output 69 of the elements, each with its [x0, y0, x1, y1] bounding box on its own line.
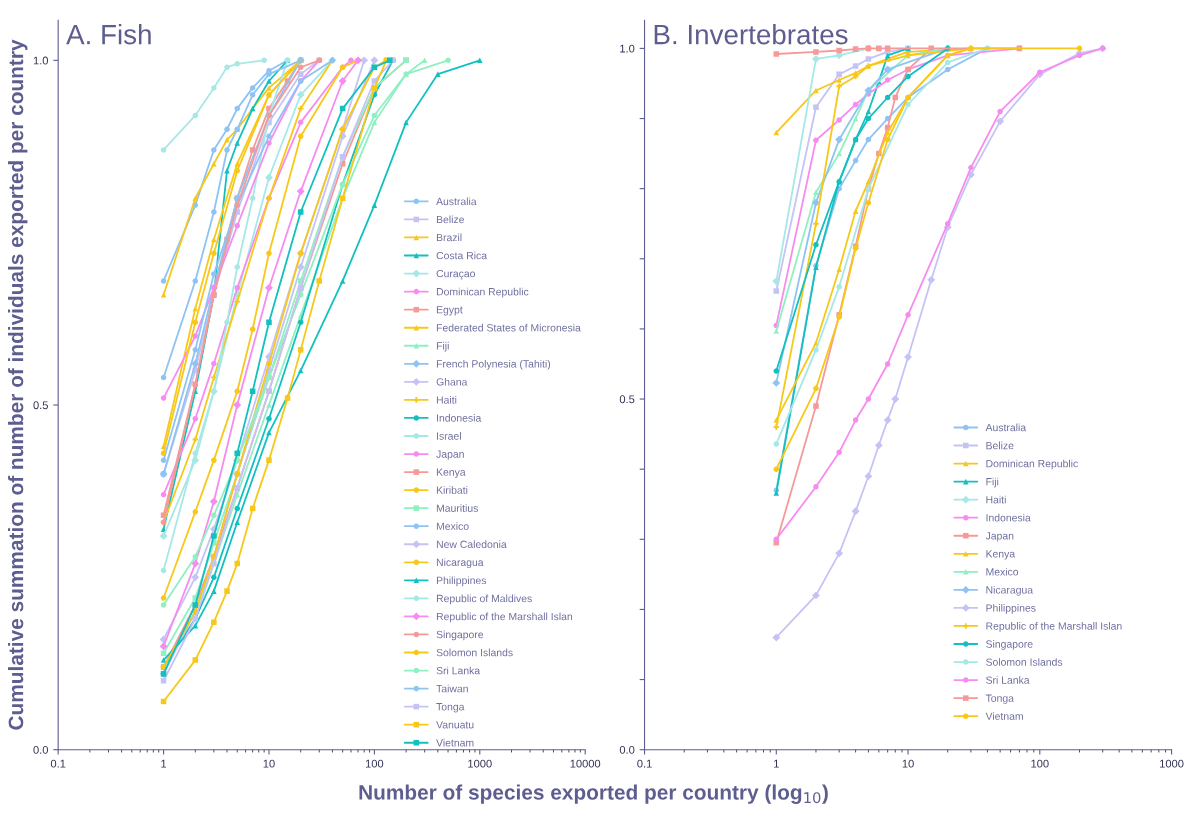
legend-label: Kenya [986, 550, 1016, 560]
y-tick-label: 0.5 [619, 395, 635, 404]
legend-label: Mexico [436, 522, 469, 530]
x-tick-label: 1 [161, 759, 167, 768]
legend-label: Nicaragua [986, 585, 1034, 596]
legend-label: Belize [436, 215, 464, 224]
x-tick-label: 100 [1031, 759, 1049, 768]
legend-label: Nicaragua [436, 558, 484, 569]
legend-label: Dominican Republic [986, 459, 1078, 470]
legend-label: Vanuatu [436, 721, 474, 729]
legend-label: Tonga [436, 703, 465, 713]
legend-label: Haiti [986, 495, 1006, 504]
legend-label: Singapore [986, 640, 1033, 650]
legend-label: Kiribati [436, 486, 468, 494]
legend-label: Japan [985, 532, 1014, 542]
x-tick-label: 1000 [468, 759, 492, 768]
legend-label: Republic of Maldives [436, 594, 532, 605]
legend-label: Dominican Republic [436, 287, 529, 298]
x-tick-label: 1 [774, 759, 779, 768]
legend-label: Republic of the Marshall Islan [436, 612, 573, 623]
legend-label: Republic of the Marshall Islan [986, 622, 1122, 632]
chart-title: B. Invertebrates [654, 24, 848, 45]
x-tick-label: 10 [263, 759, 275, 768]
y-axis-title: Cumulative summation of number of individuals exported per country [8, 39, 28, 730]
x-tick-label: 0.1 [50, 759, 66, 768]
y-tick-label: 0.0 [33, 745, 49, 754]
legend-label: Fiji [986, 477, 999, 488]
legend-label: Indonesia [986, 513, 1031, 522]
chart-title: A. Fish [66, 24, 151, 45]
x-tick-label: 1000 [1160, 759, 1184, 768]
legend-label: Costa Rica [436, 251, 488, 260]
legend-label: Indonesia [437, 414, 482, 422]
legend-label: Egypt [436, 306, 463, 316]
legend-label: Singapore [436, 630, 484, 641]
legend-label: Solomon Islands [436, 648, 513, 657]
y-tick-label: 0.0 [619, 745, 635, 754]
legend-label: Taiwan [436, 684, 468, 693]
x-tick-label: 10000 [570, 759, 601, 768]
x-tick-label: 0.1 [637, 759, 652, 768]
x-tick-label: 100 [365, 759, 384, 768]
legend-label: Vietnam [985, 712, 1023, 720]
legend-label: Tonga [985, 694, 1014, 704]
legend-label: Sri Lanka [436, 666, 481, 675]
legend-label: Philippines [436, 576, 487, 587]
legend-label: Federated States of Micronesia [436, 323, 581, 332]
legend-label: New Caledonia [436, 540, 507, 548]
legend-label: French Polynesia (Tahiti) [436, 359, 551, 370]
legend-label: Kenya [436, 468, 466, 478]
legend-label: Solomon Islands [986, 658, 1063, 666]
x-tick-label: 10 [902, 759, 914, 768]
legend-label: Israel [437, 432, 461, 440]
legend-label: Australia [985, 423, 1027, 432]
y-tick-label: 1.0 [33, 56, 49, 65]
legend-label: Belize [986, 441, 1014, 450]
y-tick-label: 1.0 [620, 44, 635, 53]
legend-label: Sri Lanka [986, 676, 1030, 684]
legend-label: Mexico [986, 567, 1019, 576]
legend-label: Curaçao [436, 269, 476, 280]
x-axis-title: Number of species exported per country (log$_{10}$) [359, 784, 828, 804]
legend-label: Fiji [436, 341, 449, 352]
legend-label: Philippines [986, 604, 1036, 614]
legend-label: Ghana [436, 377, 468, 386]
y-tick-label: 0.5 [33, 401, 48, 410]
legend-label: Haiti [436, 396, 457, 404]
legend-label: Vietnam [436, 738, 474, 747]
legend-label: Australia [436, 197, 477, 206]
legend-label: Mauritius [436, 504, 478, 512]
legend-label: Japan [436, 450, 464, 460]
legend-label: Brazil [436, 233, 462, 242]
